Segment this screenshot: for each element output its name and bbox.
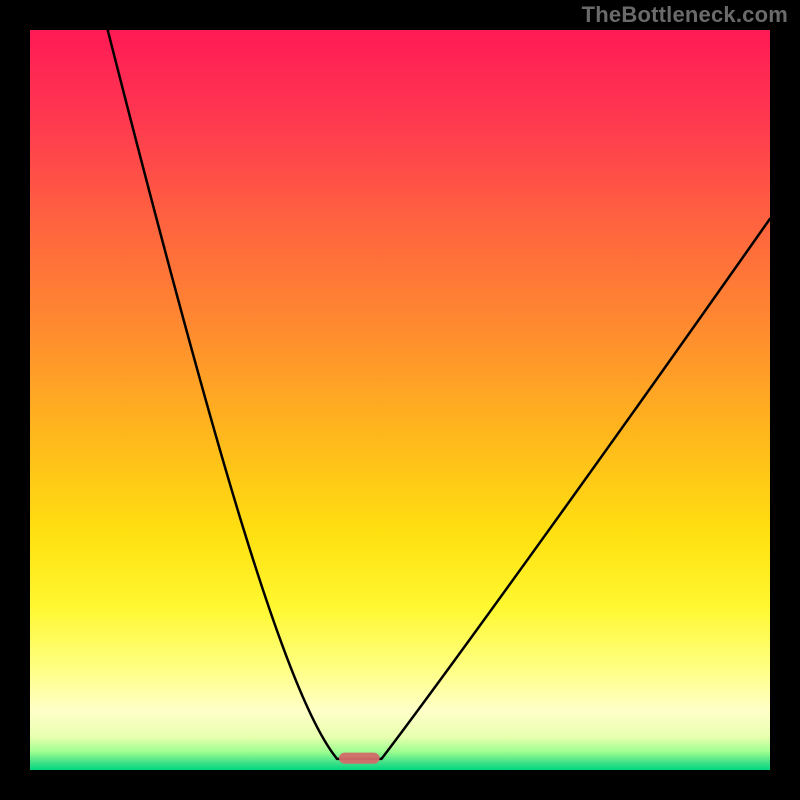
plot-area [30,30,770,770]
valley-marker [339,753,380,764]
watermark-text: TheBottleneck.com [582,2,788,28]
plot-background [30,30,770,770]
plot-svg [30,30,770,770]
